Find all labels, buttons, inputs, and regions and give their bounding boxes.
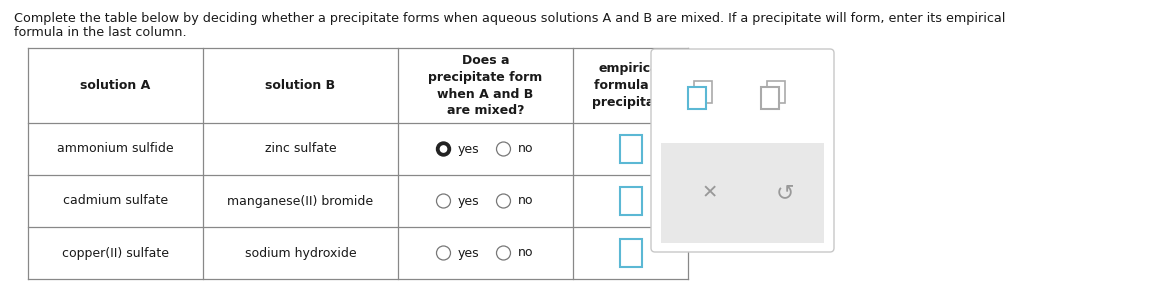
- FancyBboxPatch shape: [620, 239, 642, 267]
- Text: yes: yes: [458, 247, 479, 260]
- Text: yes: yes: [458, 194, 479, 208]
- Text: copper(II) sulfate: copper(II) sulfate: [62, 247, 169, 260]
- Text: ✕: ✕: [702, 184, 718, 202]
- Text: ↺: ↺: [776, 183, 794, 203]
- FancyBboxPatch shape: [651, 49, 833, 252]
- Text: no: no: [518, 142, 533, 155]
- FancyBboxPatch shape: [766, 81, 785, 103]
- Circle shape: [440, 146, 446, 152]
- Text: yes: yes: [458, 142, 479, 155]
- Text: empirical
formula of
precipitate: empirical formula of precipitate: [592, 62, 669, 109]
- Text: ammonium sulfide: ammonium sulfide: [57, 142, 173, 155]
- FancyBboxPatch shape: [620, 187, 642, 215]
- Text: zinc sulfate: zinc sulfate: [265, 142, 336, 155]
- FancyBboxPatch shape: [661, 143, 824, 243]
- Text: manganese(II) bromide: manganese(II) bromide: [228, 194, 373, 208]
- Text: no: no: [518, 247, 533, 260]
- Text: no: no: [518, 194, 533, 208]
- FancyBboxPatch shape: [620, 135, 642, 163]
- Text: solution B: solution B: [266, 79, 335, 92]
- FancyBboxPatch shape: [694, 81, 712, 103]
- Text: cadmium sulfate: cadmium sulfate: [62, 194, 168, 208]
- Text: Does a
precipitate form
when A and B
are mixed?: Does a precipitate form when A and B are…: [429, 53, 542, 118]
- Text: Complete the table below by deciding whether a precipitate forms when aqueous so: Complete the table below by deciding whe…: [14, 12, 1006, 25]
- FancyBboxPatch shape: [761, 87, 779, 109]
- FancyBboxPatch shape: [688, 87, 706, 109]
- Text: sodium hydroxide: sodium hydroxide: [245, 247, 356, 260]
- Circle shape: [437, 142, 451, 156]
- Text: solution A: solution A: [81, 79, 150, 92]
- Text: formula in the last column.: formula in the last column.: [14, 26, 186, 39]
